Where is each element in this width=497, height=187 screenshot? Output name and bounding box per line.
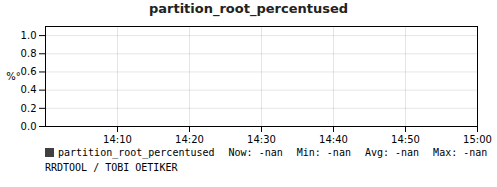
svg-text:14:40: 14:40 [319,134,348,145]
svg-text:14:50: 14:50 [391,134,420,145]
html-text:partition_root_percentused: partition_root_percentused [58,147,215,158]
svg-text:14:20: 14:20 [175,134,204,145]
svg-text:0.0: 0.0 [21,121,37,132]
html-text:Max: -nan: Max: -nan [433,147,488,158]
svg-text:0.2: 0.2 [21,103,37,114]
svg-text:1.0: 1.0 [21,30,37,41]
html-text:partition_root_percentused: partition_root_percentused [148,1,349,16]
svg-text:0.4: 0.4 [21,84,37,95]
svg-text:0.6: 0.6 [21,66,37,77]
html-text:Avg: -nan: Avg: -nan [364,147,420,158]
svg-text:%°: %° [6,71,21,82]
svg-text:14:10: 14:10 [103,134,132,145]
html-text:RRDTOOL / TOBI OETIKER: RRDTOOL / TOBI OETIKER [45,162,178,173]
svg-text:0.8: 0.8 [21,48,37,59]
svg-text:15:00: 15:00 [463,134,492,145]
svg-text:14:30: 14:30 [247,134,276,145]
html-text:Now: -nan: Now: -nan [228,147,283,158]
html-text:Min: -nan: Min: -nan [296,147,351,158]
